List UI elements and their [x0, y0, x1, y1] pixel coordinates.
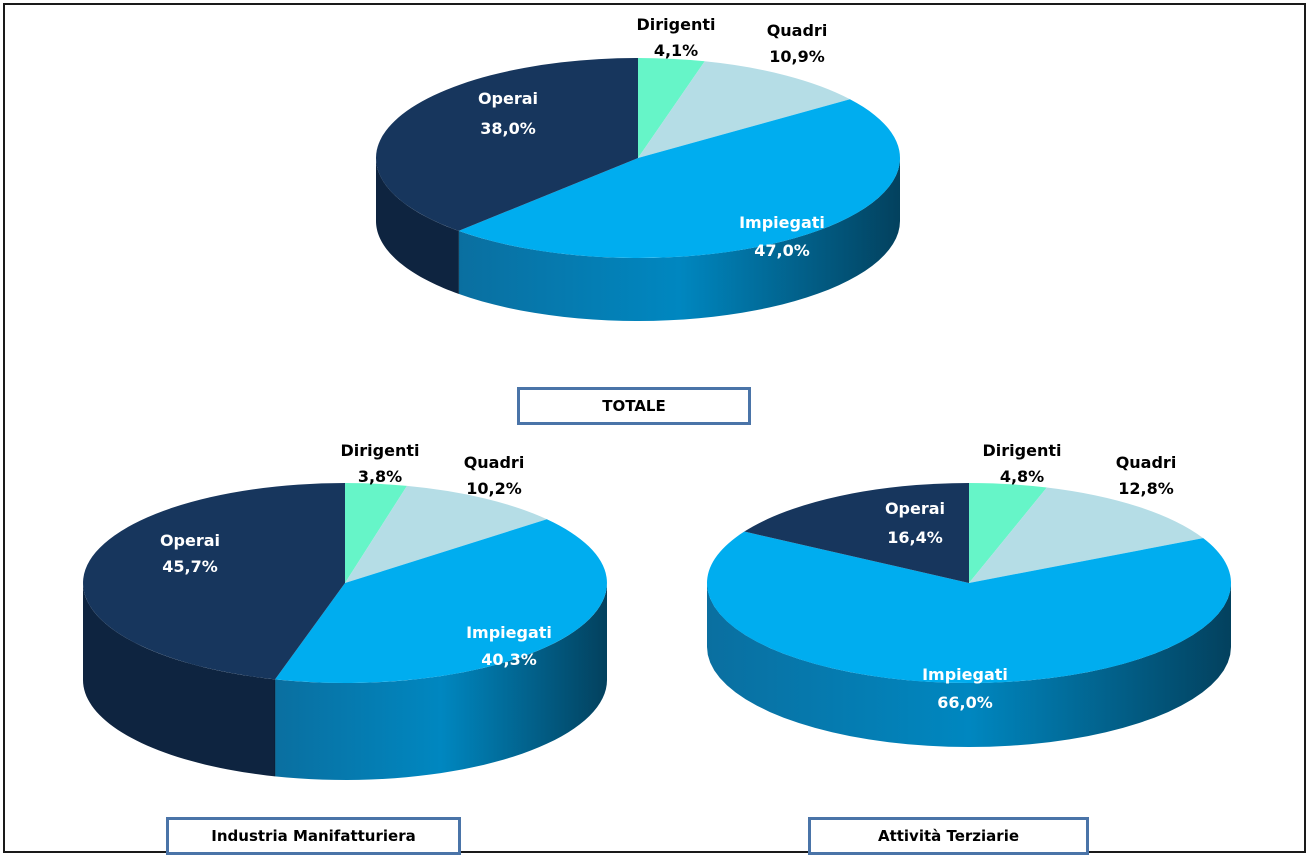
slice-label-quadri: Quadri	[1116, 453, 1177, 472]
pie-slice-operai	[744, 483, 969, 583]
slice-label-impiegati: Impiegati	[739, 213, 825, 232]
title-box-totale: TOTALE	[517, 387, 751, 425]
slice-value-quadri: 12,8%	[1118, 479, 1174, 498]
slice-value-dirigenti: 3,8%	[358, 467, 402, 486]
slice-label-quadri: Quadri	[767, 21, 828, 40]
pie-chart-1: Dirigenti 3,8% Quadri 10,2% Impiegati 40,3% Op…	[83, 441, 607, 780]
slice-value-dirigenti: 4,8%	[1000, 467, 1044, 486]
pie-slice-impiegati	[458, 99, 901, 259]
slice-label-dirigenti: Dirigenti	[341, 441, 420, 460]
slice-label-operai: Operai	[885, 499, 945, 518]
slice-value-operai: 45,7%	[162, 557, 218, 576]
slice-value-impiegati: 66,0%	[937, 693, 993, 712]
slice-value-operai: 38,0%	[480, 119, 536, 138]
pie-slice-impiegati	[707, 531, 1232, 684]
slice-value-dirigenti: 4,1%	[654, 41, 698, 60]
pie-slice-operai	[375, 57, 638, 231]
slice-label-operai: Operai	[478, 89, 538, 108]
pie-slice-quadri	[345, 485, 547, 583]
chart-title: Attività Terziarie	[877, 827, 1020, 845]
pie-slice-dirigenti	[345, 483, 407, 583]
pie-slice-quadri	[969, 487, 1204, 583]
pie-slice-impiegati	[275, 519, 607, 683]
slice-label-quadri: Quadri	[464, 453, 525, 472]
pie-side-operai	[83, 583, 276, 777]
slice-label-dirigenti: Dirigenti	[983, 441, 1062, 460]
pie-side-impiegati	[707, 583, 1231, 747]
pie-slice-dirigenti	[969, 483, 1047, 583]
pie-side-operai	[376, 158, 459, 294]
chart-title: TOTALE	[602, 397, 666, 415]
slice-value-quadri: 10,2%	[466, 479, 522, 498]
pie-side-walls	[83, 583, 607, 780]
slice-label-dirigenti: Dirigenti	[637, 15, 716, 34]
pie-slice-quadri	[638, 61, 850, 158]
chart-title: Industria Manifatturiera	[211, 827, 416, 845]
pie-side-walls	[376, 158, 900, 321]
slice-value-impiegati: 47,0%	[754, 241, 810, 260]
slice-value-quadri: 10,9%	[769, 47, 825, 66]
pie-chart-2: Dirigenti 4,8% Quadri 12,8% Impiegati 66,0% Op…	[707, 441, 1232, 747]
slice-label-impiegati: Impiegati	[466, 623, 552, 642]
pie-side-walls	[707, 583, 1231, 747]
title-box-terziarie: Attività Terziarie	[808, 817, 1089, 855]
pie-slice-operai	[83, 483, 345, 680]
pie-chart-0: Dirigenti 4,1% Quadri 10,9% Impiegati 47,0% Op…	[375, 15, 901, 321]
pie-slice-dirigenti	[638, 58, 705, 158]
title-box-industria: Industria Manifatturiera	[166, 817, 461, 855]
pie-side-impiegati	[458, 158, 900, 321]
slice-label-impiegati: Impiegati	[922, 665, 1008, 684]
slice-value-impiegati: 40,3%	[481, 650, 537, 669]
slice-label-operai: Operai	[160, 531, 220, 550]
pie-side-impiegati	[275, 583, 607, 780]
slice-value-operai: 16,4%	[887, 528, 943, 547]
